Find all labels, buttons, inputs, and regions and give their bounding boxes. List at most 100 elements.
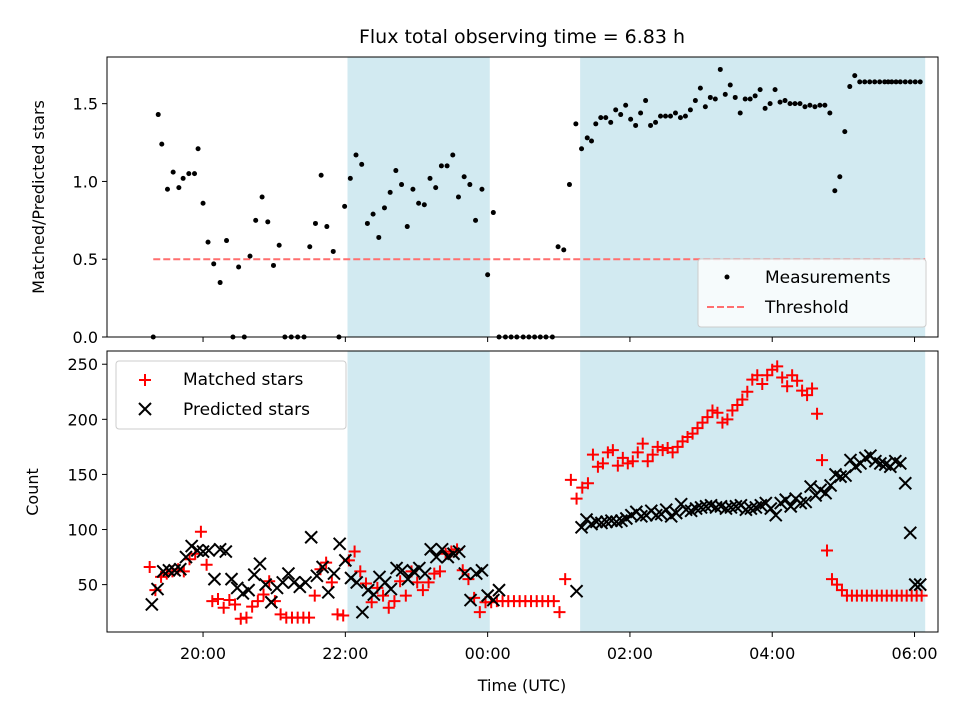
matched-star-point [337,609,350,622]
matched-star-point [711,406,724,419]
predicted-star-point [569,584,584,598]
predicted-star-point [367,587,381,602]
measurement-point [490,210,496,216]
measurement-point [752,93,758,99]
matched-star-point [416,584,429,597]
predicted-star-point [764,501,778,516]
predicted-star-point [401,572,415,586]
measurement-point [682,113,688,119]
top-panel: 0.0 0.5 1.0 1.5 Matched/Predicted stars Mea… [29,56,939,347]
measurement-point [438,163,444,169]
predicted-star-point [803,479,818,494]
matched-star-point [246,600,259,613]
predicted-star-point [253,556,267,571]
measurement-point [479,186,485,192]
predicted-star-point [384,582,398,596]
bottom-panel: 50 100 150 200 250 20:00 22:00 00:00 02:00 04:00… [23,350,939,695]
predicted-star-point [258,577,273,592]
predicted-star-point [492,583,506,597]
measurement-point [566,182,572,188]
measurement-point [265,219,271,225]
measurement-point [259,194,265,200]
measurement-point [727,82,733,88]
measurement-point [467,182,473,188]
measurement-point [353,152,359,158]
measurement-point [170,169,176,175]
predicted-star-point [694,500,708,515]
measurement-point [421,202,427,208]
x-tick-label: 04:00 [749,644,795,663]
legend-measurements-marker [724,274,730,280]
predicted-star-point [247,567,261,582]
matched-star-point [631,446,644,459]
predicted-star-point [350,575,364,590]
measurement-point [205,239,211,245]
measurement-point [342,203,348,209]
measurement-point [847,84,853,90]
bottom-y-axis-label: Count [23,468,42,516]
predicted-star-point [355,605,370,619]
bottom-shaded-bands [347,351,926,632]
matched-star-point [308,589,321,602]
predicted-star-point [649,508,663,522]
measurement-point [812,104,818,110]
measurement-point [618,112,624,118]
predicted-star-point [893,456,907,471]
measurement-point [485,272,491,278]
measurement-point [707,94,713,100]
measurement-point [399,182,405,188]
measurement-point [573,121,579,127]
matched-star-point [234,612,247,625]
measurement-point [837,174,843,180]
matched-star-point [801,389,814,402]
predicted-star-point [659,502,673,517]
matched-star-point [776,371,789,384]
matched-star-point [721,413,734,426]
matched-star-point [586,448,599,461]
predicted-star-point [452,544,466,559]
predicted-star-point [315,560,330,574]
bottom-y-tick-label: 150 [67,465,98,484]
matched-star-point [581,477,594,490]
predicted-star-point [241,583,256,597]
measurement-point [195,146,201,152]
measurement-point [907,79,913,85]
measurement-point [253,217,259,223]
measurement-point [623,102,629,108]
measurement-point [633,122,639,128]
measurement-point [561,247,567,253]
measurement-point [598,115,604,121]
measurement-point [912,79,918,85]
matched-star-point [564,473,577,486]
predicted-star-point [873,456,888,471]
predicted-star-point [634,509,649,524]
measurement-point [312,220,318,226]
matched-star-point [781,380,794,393]
measurement-point [638,110,644,116]
measurement-point [797,101,803,107]
top-legend-box [697,258,927,328]
matched-star-point [411,576,424,589]
x-tick-label: 00:00 [465,644,511,663]
matched-star-point [646,448,659,461]
measurement-point [364,220,370,226]
measurement-point [867,79,873,85]
measurement-point [762,105,768,111]
measurement-point [427,175,433,181]
predicted-star-point [332,537,347,551]
bottom-plot-marks [143,360,928,625]
measurement-point [893,79,899,85]
matched-star-point [251,595,264,608]
matched-star-point [547,595,560,608]
x-tick-label: 06:00 [891,644,937,663]
measurement-point [697,85,703,91]
measurement-point [159,141,165,147]
measurement-point [902,79,908,85]
top-y-axis: 0.0 0.5 1.0 1.5 [73,95,107,347]
matched-star-point [382,601,395,614]
matched-star-point [606,444,619,457]
top-axes-frame [106,56,939,338]
measurement-point [658,113,664,119]
measurement-point [897,79,903,85]
matched-star-point [816,454,829,467]
